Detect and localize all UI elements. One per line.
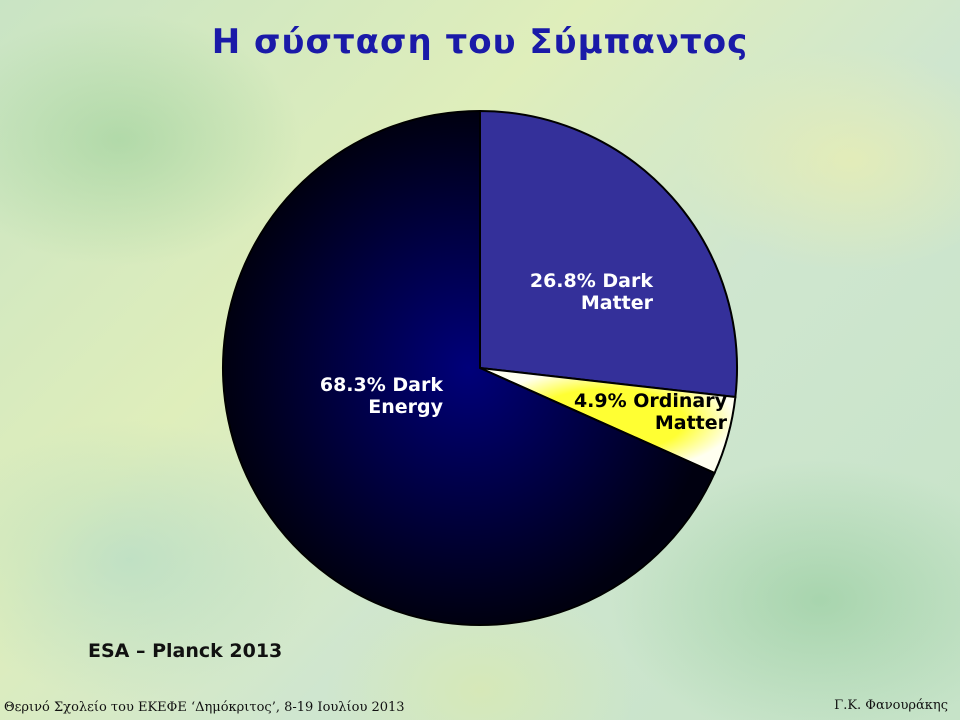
label-dark-matter: 26.8% Dark Matter bbox=[530, 270, 654, 314]
slide-title: Η σύσταση του Σύμπαντος bbox=[211, 22, 749, 62]
pie-label-line-2: Matter bbox=[655, 412, 728, 434]
pie-label-line-1: 68.3% Dark bbox=[320, 374, 443, 396]
slice-dark-matter bbox=[479, 109, 738, 399]
source-credit: ESA – Planck 2013 bbox=[88, 640, 283, 662]
pie-label-line-2: Matter bbox=[581, 292, 654, 314]
pie-label-line-1: 4.9% Ordinary bbox=[574, 390, 728, 412]
slice-dark-energy bbox=[222, 109, 716, 626]
pie-slices bbox=[222, 109, 738, 626]
footer-author: Γ.Κ. Φανουράκης bbox=[834, 698, 948, 713]
pie-label-line-1: 26.8% Dark bbox=[530, 270, 653, 292]
label-ordinary-matter: 4.9% Ordinary Matter bbox=[574, 390, 728, 434]
label-dark-energy: 68.3% Dark Energy bbox=[320, 374, 444, 418]
pie-label-line-2: Energy bbox=[368, 396, 443, 418]
footer-event: Θερινό Σχολείο του ΕΚΕΦΕ ‘Δημόκριτος’, 8… bbox=[4, 700, 405, 715]
